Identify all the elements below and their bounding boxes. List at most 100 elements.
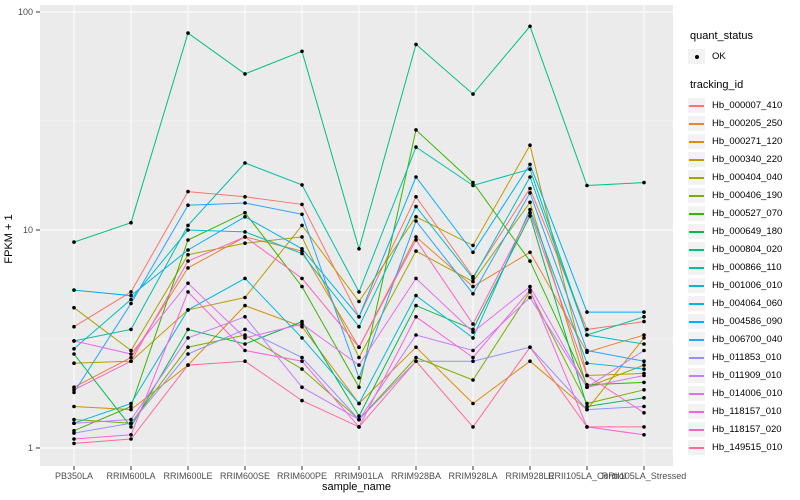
data-point <box>186 352 190 356</box>
data-point <box>642 425 646 429</box>
x-tick-label: RRIM600PE <box>277 471 327 481</box>
data-point <box>72 305 76 310</box>
data-point <box>642 373 646 378</box>
x-tick-label: RRIM901LA <box>334 471 383 481</box>
data-point <box>471 401 475 406</box>
data-point <box>528 167 532 171</box>
data-point <box>528 295 532 300</box>
data-point <box>528 24 532 29</box>
legend-entry: Hb_118157_010 <box>688 403 800 420</box>
data-point <box>471 348 475 353</box>
data-point <box>528 359 532 364</box>
data-point <box>243 303 247 308</box>
legend-entry: Hb_000804_020 <box>688 241 800 258</box>
data-point <box>414 276 418 281</box>
data-point <box>300 355 304 360</box>
data-point <box>642 310 646 314</box>
data-point <box>528 214 532 218</box>
line-key-icon <box>688 134 705 149</box>
data-point <box>357 324 361 329</box>
legend-label: Hb_004586_090 <box>712 316 783 327</box>
data-point <box>642 180 646 185</box>
data-point <box>300 367 304 371</box>
legend-tracking-id: tracking_id Hb_000007_410 Hb_000205_250 Hb… <box>688 79 800 456</box>
data-point <box>129 404 133 409</box>
data-point <box>72 437 76 441</box>
data-point <box>186 189 190 194</box>
data-point <box>243 230 247 234</box>
data-point <box>129 327 133 332</box>
data-point <box>129 417 133 422</box>
data-point <box>300 276 304 281</box>
point-key-icon <box>688 49 705 64</box>
data-point <box>357 385 361 390</box>
data-point <box>585 361 589 366</box>
data-point <box>300 251 304 256</box>
line-key-icon <box>688 260 705 275</box>
data-point <box>243 235 247 239</box>
data-point <box>129 433 133 437</box>
x-tick-label: RRIM928BA <box>391 471 441 481</box>
data-point <box>471 291 475 296</box>
data-point <box>243 348 247 353</box>
legend-label: Hb_118157_010 <box>712 406 782 417</box>
legend-label: Hb_000271_120 <box>712 136 783 147</box>
data-point <box>186 345 190 350</box>
data-point <box>471 359 475 364</box>
legend-entry: Hb_011909_010 <box>688 367 800 384</box>
legend-entry: Hb_000007_410 <box>688 97 800 114</box>
data-point <box>243 359 247 364</box>
legend-entry: Hb_000205_250 <box>688 115 800 132</box>
data-point <box>186 281 190 286</box>
data-point <box>414 355 418 360</box>
data-point <box>357 299 361 304</box>
data-point <box>528 186 532 191</box>
data-point <box>186 228 190 232</box>
legend-entry-list: Hb_000007_410 Hb_000205_250 Hb_000271_120 H… <box>688 97 800 456</box>
data-point <box>300 319 304 324</box>
data-point <box>414 359 418 364</box>
data-point <box>528 143 532 147</box>
data-point <box>414 195 418 199</box>
data-point <box>129 352 133 356</box>
x-tick-label: RRIM928LE <box>505 471 554 481</box>
data-point <box>471 336 475 340</box>
data-point <box>243 327 247 332</box>
legend-entry: Hb_000527_070 <box>688 205 800 222</box>
x-tick-label: RRIM928LA <box>448 471 497 481</box>
data-point <box>357 290 361 294</box>
line-key-icon <box>688 332 705 347</box>
data-point <box>243 195 247 199</box>
data-point <box>243 342 247 346</box>
data-point <box>471 92 475 96</box>
legend-entry: Hb_014006_010 <box>688 385 800 402</box>
data-point <box>186 203 190 207</box>
data-point <box>585 327 589 332</box>
data-point <box>585 407 589 412</box>
line-key-icon <box>688 350 705 365</box>
data-point <box>129 407 133 412</box>
y-axis-title: FPKM + 1 <box>3 214 15 264</box>
data-point <box>186 336 190 340</box>
data-point <box>129 220 133 225</box>
data-point <box>414 128 418 132</box>
data-point <box>72 240 76 244</box>
data-point <box>357 401 361 406</box>
data-point <box>585 401 589 406</box>
data-point <box>300 235 304 239</box>
data-point <box>471 250 475 255</box>
data-point <box>471 183 475 188</box>
legend-label: Hb_001006_010 <box>712 280 783 291</box>
data-point <box>471 180 475 185</box>
x-tick-label: RRIM600SE <box>220 471 270 481</box>
x-tick-label: PB350LA <box>55 471 93 481</box>
legend-entry-ok: OK <box>688 48 800 65</box>
legend-entry: Hb_004586_090 <box>688 313 800 330</box>
data-point <box>585 348 589 353</box>
data-point <box>129 421 133 426</box>
legend-label: Hb_000527_070 <box>712 208 783 219</box>
data-point <box>528 288 532 292</box>
line-key-icon <box>688 224 705 239</box>
